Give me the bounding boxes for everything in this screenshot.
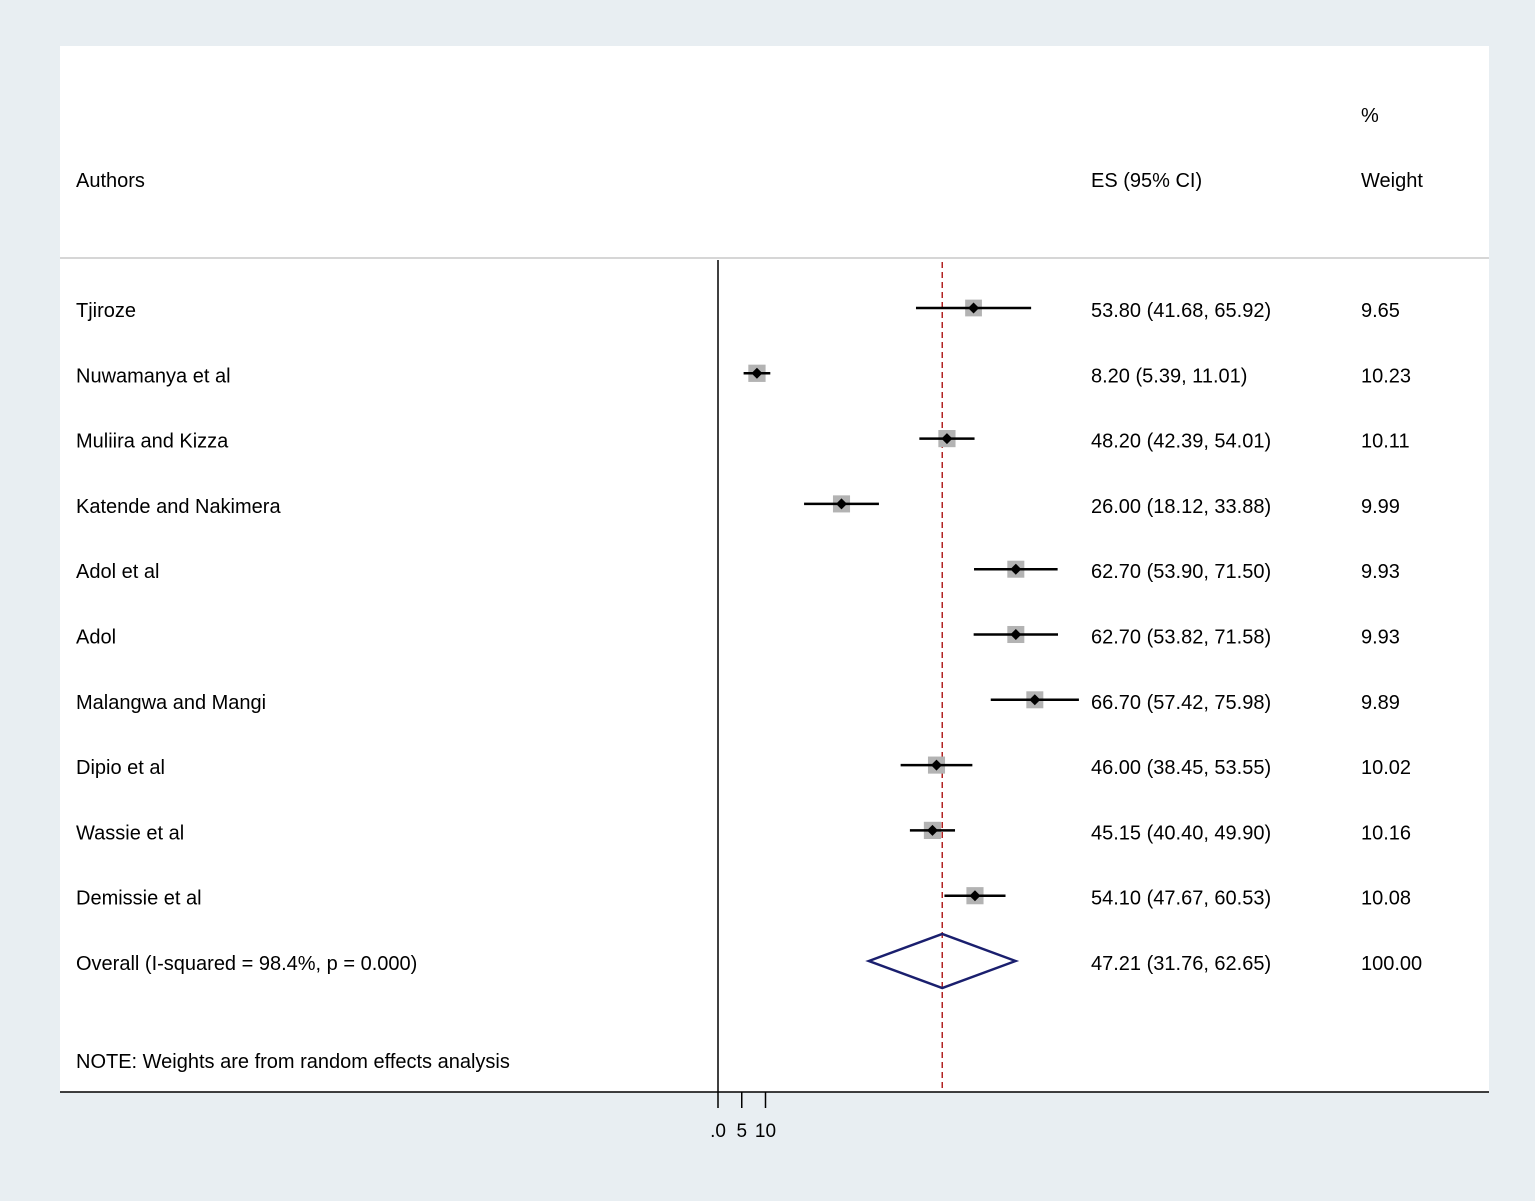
study-name: Dipio et al [76, 757, 165, 779]
study-name: Demissie et al [76, 888, 202, 910]
point-estimate [969, 890, 981, 902]
study-name: Katende and Nakimera [76, 496, 281, 518]
point-estimate [1010, 563, 1022, 575]
study-mark [804, 495, 879, 513]
study-es-ci: 54.10 (47.67, 60.53) [1091, 888, 1271, 910]
study-name: Nuwamanya et al [76, 365, 231, 387]
study-es-ci: 46.00 (38.45, 53.55) [1091, 757, 1271, 779]
x-axis-ticks: .0 5 10 [710, 1092, 776, 1142]
point-estimate [1029, 694, 1041, 706]
study-name: Wassie et al [76, 822, 184, 844]
overall-weight: 100.00 [1361, 953, 1422, 975]
point-estimate [926, 824, 938, 836]
study-weight: 9.65 [1361, 300, 1400, 322]
header-authors: Authors [76, 170, 145, 192]
study-es-ci: 48.20 (42.39, 54.01) [1091, 431, 1271, 453]
study-marks [743, 262, 1079, 1092]
study-name: Adol [76, 627, 116, 649]
study-mark [974, 560, 1058, 578]
study-es-ci: 8.20 (5.39, 11.01) [1091, 365, 1247, 387]
point-estimate [941, 433, 953, 445]
study-weight: 10.02 [1361, 757, 1411, 779]
study-mark [990, 691, 1079, 709]
study-rows: Tjiroze 53.80 (41.68, 65.92) 9.65 Nuwamanya… [76, 300, 1422, 975]
study-mark [919, 430, 975, 448]
study-weight: 9.93 [1361, 627, 1400, 649]
study-es-ci: 53.80 (41.68, 65.92) [1091, 300, 1271, 322]
study-weight: 10.23 [1361, 365, 1411, 387]
study-weight: 10.11 [1361, 431, 1410, 453]
point-estimate [968, 302, 980, 314]
overall-diamond [865, 932, 1020, 990]
study-name: Adol et al [76, 561, 159, 583]
overall-es-ci: 47.21 (31.76, 62.65) [1091, 953, 1271, 975]
x-tick-label: .0 [710, 1121, 726, 1142]
study-mark [944, 887, 1006, 905]
study-mark [743, 364, 771, 382]
study-name: Tjiroze [76, 300, 136, 322]
header-es-ci: ES (95% CI) [1091, 170, 1202, 192]
study-weight: 9.89 [1361, 692, 1400, 714]
study-mark [973, 625, 1059, 644]
study-mark [900, 756, 973, 774]
overall-label: Overall (I-squared = 98.4%, p = 0.000) [76, 953, 417, 975]
study-weight: 10.16 [1361, 822, 1411, 844]
point-estimate [836, 498, 847, 510]
study-mark [915, 299, 1032, 317]
study-mark [909, 821, 956, 840]
header-weight: Weight [1361, 170, 1423, 192]
plot-panel [60, 46, 1489, 1092]
x-tick-label: 5 [736, 1121, 747, 1142]
study-name: Muliira and Kizza [76, 431, 229, 453]
study-es-ci: 66.70 (57.42, 75.98) [1091, 692, 1271, 714]
study-weight: 10.08 [1361, 888, 1411, 910]
study-es-ci: 62.70 (53.82, 71.58) [1091, 627, 1271, 649]
point-estimate [751, 367, 763, 379]
study-weight: 9.99 [1361, 496, 1400, 518]
study-es-ci: 62.70 (53.90, 71.50) [1091, 561, 1271, 583]
header-weight-percent: % [1361, 105, 1379, 127]
study-es-ci: 45.15 (40.40, 49.90) [1091, 822, 1271, 844]
point-estimate [931, 759, 942, 771]
x-tick-label: 10 [755, 1121, 776, 1142]
study-weight: 9.93 [1361, 561, 1400, 583]
point-estimate [1010, 629, 1022, 640]
study-name: Malangwa and Mangi [76, 692, 266, 714]
study-es-ci: 26.00 (18.12, 33.88) [1091, 496, 1271, 518]
note-text: NOTE: Weights are from random effects an… [76, 1051, 510, 1073]
